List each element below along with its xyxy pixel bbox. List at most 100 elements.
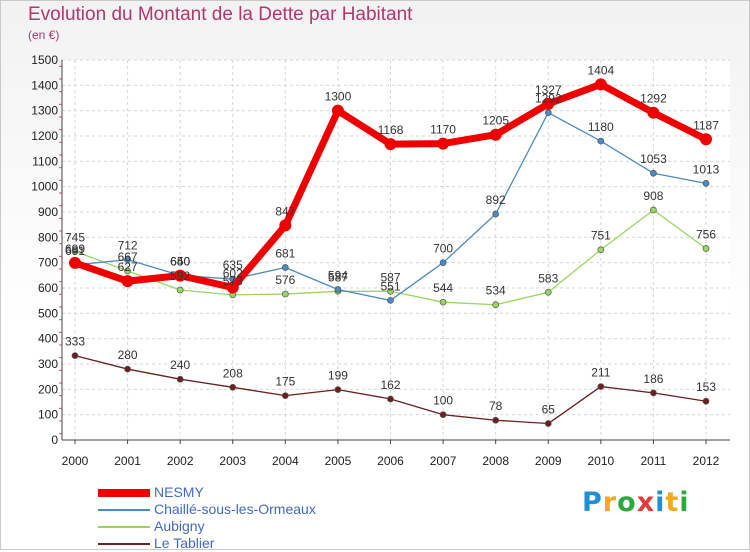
legend-label: Le Tablier <box>154 535 215 551</box>
data-point <box>69 256 81 269</box>
y-tick-label: 1400 <box>31 78 58 92</box>
y-tick-label: 100 <box>38 408 58 422</box>
data-label: 587 <box>328 270 348 284</box>
data-label: 908 <box>643 189 663 203</box>
y-tick-label: 1100 <box>32 154 58 168</box>
x-tick-label: 2009 <box>535 454 562 468</box>
grid-layer <box>62 59 730 441</box>
data-point <box>226 281 239 294</box>
data-label: 700 <box>433 242 453 256</box>
data-point <box>439 259 447 267</box>
data-label: 699 <box>65 242 85 256</box>
series-3 <box>71 352 710 427</box>
data-label: 1300 <box>325 90 352 104</box>
axis-layer: 0 100 200 300 400 500 600 700 800 900 1000 1100 1200… <box>31 53 730 468</box>
logo-letter: x <box>636 487 656 518</box>
data-point <box>594 78 607 91</box>
data-label: 712 <box>118 239 138 253</box>
x-tick-label: 2001 <box>114 454 141 468</box>
data-point <box>650 206 657 214</box>
data-label: 534 <box>486 284 506 298</box>
data-label: 594 <box>328 269 348 283</box>
logo-letter: P <box>582 487 603 518</box>
data-label: 1180 <box>588 120 614 134</box>
y-tick-label: 300 <box>38 357 58 371</box>
proxiti-logo: Proxiti <box>582 487 690 518</box>
data-point <box>492 210 500 218</box>
data-point <box>281 290 289 298</box>
data-label: 162 <box>380 378 400 392</box>
logo-letter: i <box>679 487 690 518</box>
data-label: 65 <box>542 403 556 417</box>
data-point <box>387 287 394 295</box>
data-point <box>544 420 552 427</box>
legend-label: Aubigny <box>154 518 205 534</box>
y-tick-label: 600 <box>38 281 58 295</box>
y-tick-label: 700 <box>38 256 58 270</box>
data-label: 602 <box>223 266 243 280</box>
data-label: 751 <box>591 229 611 243</box>
data-label: 892 <box>486 193 506 207</box>
data-label: 681 <box>275 246 295 260</box>
data-point <box>384 138 397 151</box>
legend-swatch <box>98 542 150 545</box>
data-label: 1170 <box>430 123 456 137</box>
x-tick-label: 2007 <box>430 454 457 468</box>
data-label-layer: 699 627 640 602 847 1300 1168 1170 1205 1327 1404 1… <box>65 63 720 416</box>
data-point <box>597 137 605 145</box>
data-point <box>437 137 450 150</box>
data-label: 592 <box>170 269 190 283</box>
y-tick-label: 400 <box>38 332 58 346</box>
data-point <box>71 352 79 359</box>
data-point <box>702 180 710 187</box>
data-point <box>492 416 500 424</box>
data-point <box>176 286 184 294</box>
data-label: 627 <box>118 260 138 274</box>
data-point <box>544 109 552 117</box>
data-label: 1404 <box>587 63 614 77</box>
data-point <box>439 298 447 306</box>
data-point <box>387 395 394 403</box>
series-2 <box>71 206 710 309</box>
data-label: 211 <box>591 366 610 380</box>
data-label: 333 <box>65 335 85 349</box>
data-point <box>700 133 712 146</box>
y-tick-label: 900 <box>38 205 58 219</box>
logo-letter: t <box>665 487 680 518</box>
y-tick-label: 200 <box>38 382 58 396</box>
y-tick-label: 1500 <box>31 53 58 67</box>
data-point <box>387 297 394 304</box>
data-point <box>281 392 289 400</box>
data-point <box>544 288 552 296</box>
data-label: 208 <box>223 366 243 380</box>
data-point <box>597 246 605 254</box>
data-point <box>489 128 502 141</box>
x-tick-label: 2006 <box>377 454 404 468</box>
data-label: 1327 <box>535 83 562 97</box>
data-point <box>121 275 134 288</box>
series-layer <box>69 78 712 427</box>
data-label: 576 <box>275 273 295 287</box>
data-point <box>492 301 500 309</box>
x-tick-label: 2002 <box>167 454 194 468</box>
data-label: 640 <box>170 255 190 269</box>
legend-swatch <box>98 508 150 511</box>
data-label: 544 <box>433 281 453 295</box>
data-point <box>597 383 605 390</box>
data-point <box>650 389 657 397</box>
y-tick-label: 0 <box>51 433 58 447</box>
series-0 <box>69 78 712 294</box>
data-label: 691 <box>65 244 85 258</box>
data-point <box>124 256 131 263</box>
logo-letter: i <box>655 487 666 518</box>
data-label: 847 <box>275 204 295 218</box>
data-label: 1292 <box>640 92 667 106</box>
legend-label: Chaillé-sous-les-Ormeaux <box>154 501 316 517</box>
data-label: 756 <box>696 227 716 241</box>
y-tick-label: 1300 <box>31 104 58 118</box>
data-label: 78 <box>489 399 503 413</box>
data-label: 583 <box>538 271 558 285</box>
x-tick-label: 2008 <box>482 454 509 468</box>
x-tick-label: 2003 <box>219 454 246 468</box>
x-tick-label: 2004 <box>272 454 299 468</box>
